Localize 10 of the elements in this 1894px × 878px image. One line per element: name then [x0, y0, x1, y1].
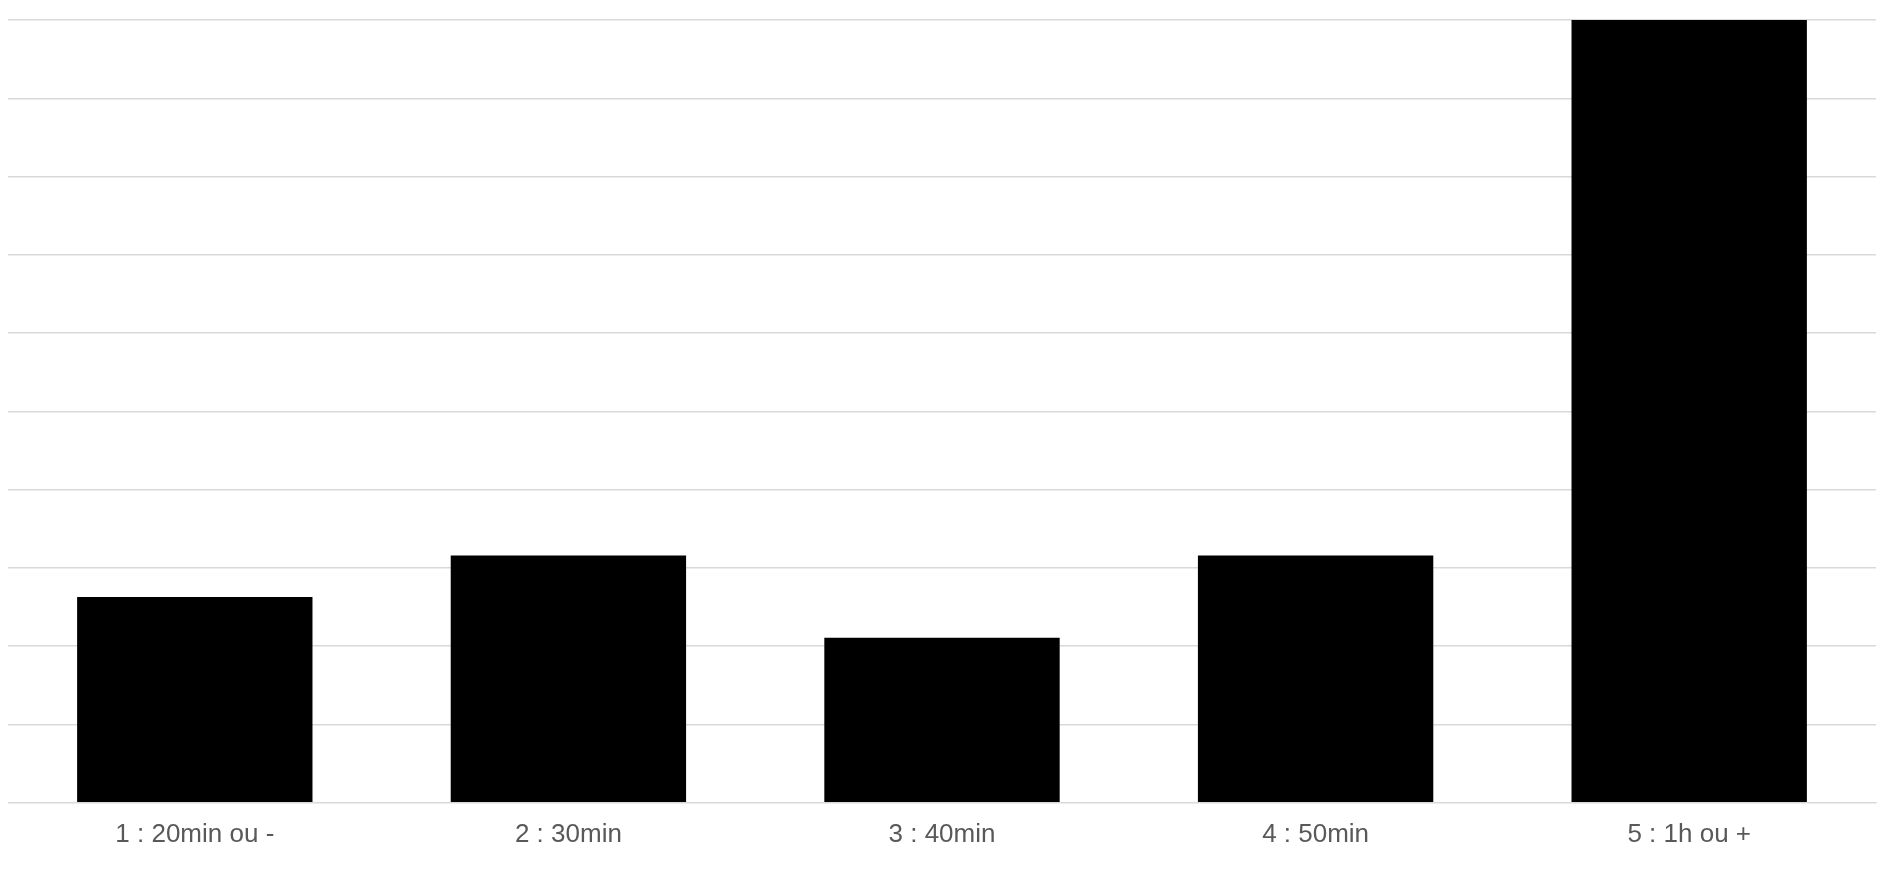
x-tick-label: 4 : 50min	[1262, 817, 1370, 848]
x-tick-label: 5 : 1h ou +	[1627, 817, 1751, 848]
bar	[1571, 20, 1807, 803]
bar	[824, 637, 1060, 803]
bar	[77, 596, 313, 803]
x-tick-label: 2 : 30min	[514, 817, 622, 848]
bar	[450, 555, 687, 803]
bar	[1197, 555, 1434, 803]
x-tick-label: 3 : 40min	[888, 817, 996, 848]
x-tick-label: 1 : 20min ou -	[115, 817, 275, 848]
